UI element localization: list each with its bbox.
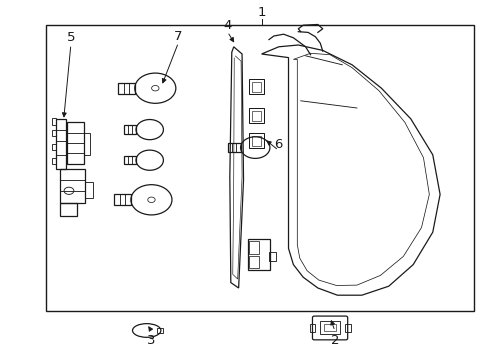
Bar (124, 156, 136, 165)
Bar (114, 194, 131, 206)
Bar (251, 82, 260, 92)
Bar (60, 203, 77, 216)
Text: 2: 2 (330, 334, 339, 347)
Bar (249, 241, 259, 254)
Bar (157, 328, 163, 333)
Bar (249, 133, 264, 148)
Bar (118, 82, 135, 94)
Text: 6: 6 (274, 138, 283, 150)
Bar (251, 136, 260, 146)
Bar (52, 158, 56, 164)
Bar (52, 118, 56, 125)
Bar (52, 130, 56, 136)
Bar (309, 324, 315, 332)
Bar (227, 143, 240, 152)
Bar (56, 119, 66, 169)
Bar (324, 324, 335, 331)
Text: 5: 5 (66, 31, 75, 44)
Bar (46, 25, 473, 311)
Bar (84, 182, 93, 198)
Bar (249, 108, 264, 123)
Text: 7: 7 (174, 30, 183, 42)
Bar (60, 169, 84, 203)
Bar (52, 144, 56, 150)
Text: 1: 1 (257, 6, 265, 19)
Bar (320, 321, 339, 334)
Bar (268, 252, 276, 261)
Bar (124, 125, 136, 134)
Text: 3: 3 (147, 334, 156, 347)
Bar (249, 256, 259, 268)
Bar (251, 111, 260, 121)
Bar (67, 122, 84, 164)
Bar (248, 239, 270, 270)
Text: 4: 4 (223, 19, 231, 32)
Bar (84, 133, 90, 155)
Bar (249, 79, 264, 94)
Bar (344, 324, 350, 332)
